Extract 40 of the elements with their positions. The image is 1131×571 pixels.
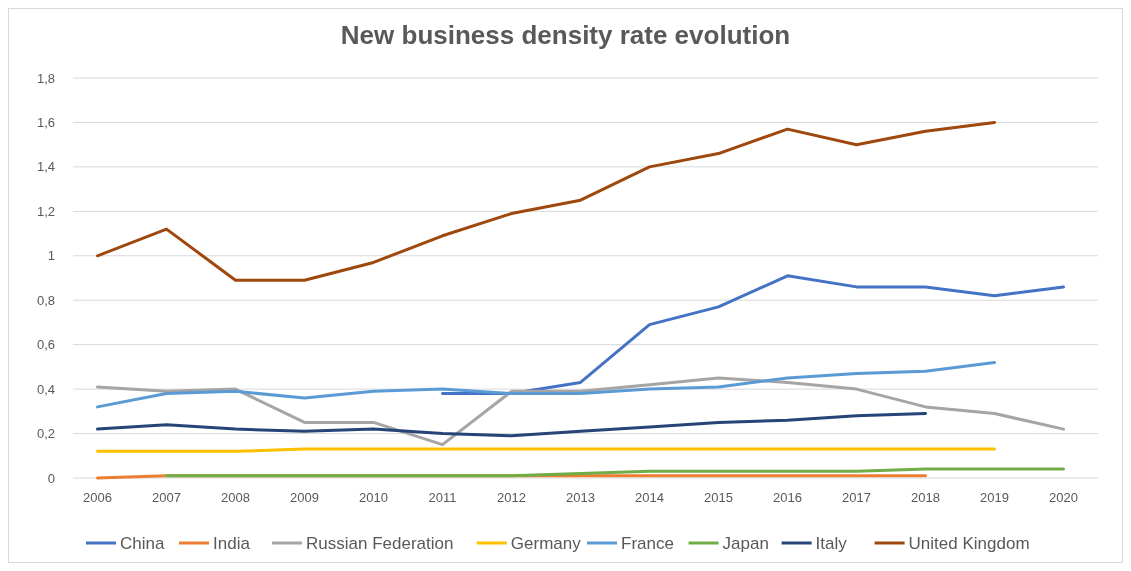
line-series [96, 120, 996, 282]
x-tick-label: 2016 [773, 490, 802, 505]
legend-label: Japan [722, 533, 769, 553]
y-tick-label: 1 [47, 248, 55, 264]
chart-title: New business density rate evolution [340, 20, 791, 50]
x-tick-label: 2012 [497, 490, 526, 505]
legend-label: France [621, 533, 674, 553]
legend-label: United Kingdom [908, 533, 1030, 553]
x-tick-label: 2011 [428, 490, 457, 505]
x-tick-label: 2020 [1049, 490, 1078, 505]
y-tick-label: 0,8 [36, 292, 55, 308]
y-tick-label: 1,8 [36, 70, 55, 86]
legend-label: Germany [510, 533, 582, 553]
legend-label: India [213, 533, 251, 553]
x-tick-label: 2019 [980, 490, 1009, 505]
line-series [96, 376, 1065, 447]
x-tick-label: 2015 [704, 490, 733, 505]
line-series [165, 467, 1065, 478]
x-tick-label: 2006 [83, 490, 112, 505]
y-tick-label: 0,2 [36, 426, 55, 442]
x-tick-label: 2017 [842, 490, 871, 505]
y-tick-label: 0 [47, 470, 55, 486]
x-tick-label: 2007 [152, 490, 181, 505]
x-tick-label: 2008 [221, 490, 250, 505]
x-tick-label: 2018 [911, 490, 940, 505]
y-tick-label: 0,4 [36, 381, 55, 397]
x-tick-label: 2014 [635, 490, 664, 505]
line-series [441, 274, 1065, 396]
y-tick-label: 1,6 [36, 114, 55, 130]
x-tick-label: 2010 [359, 490, 388, 505]
line-series [96, 412, 927, 438]
y-tick-label: 0,6 [36, 337, 55, 353]
y-tick-label: 1,4 [36, 159, 55, 175]
legend-label: Russian Federation [306, 533, 454, 553]
legend-label: China [120, 533, 165, 553]
x-tick-label: 2009 [290, 490, 319, 505]
legend-label: Italy [815, 533, 848, 553]
y-tick-label: 1,2 [36, 203, 55, 219]
x-tick-label: 2013 [566, 490, 595, 505]
line-series [96, 360, 996, 409]
